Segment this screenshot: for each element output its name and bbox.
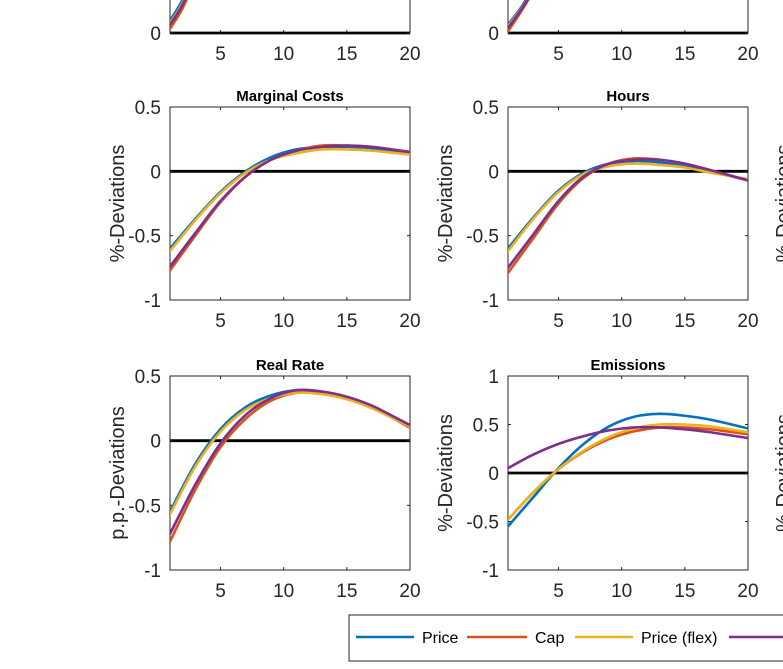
series-line-4: [508, 157, 748, 270]
panel-8: %-Deviations: [773, 414, 783, 532]
panel-title: Marginal Costs: [236, 88, 344, 105]
x-tick-label: 5: [215, 44, 226, 65]
axes-box: [507, 106, 749, 301]
x-tick-label: 15: [336, 44, 357, 65]
series-group: [170, 143, 410, 272]
series-group: [170, 388, 410, 543]
x-tick-label: 15: [674, 581, 695, 602]
series-line-4: [170, 0, 187, 26]
y-tick-label: 0: [150, 432, 161, 453]
x-tick-label: 20: [399, 311, 420, 332]
x-tick-label: 5: [215, 581, 226, 602]
series-line-3: [170, 147, 410, 253]
panel-7: %-Deviations: [773, 145, 783, 263]
y-axis-label: %-Deviations: [107, 145, 129, 263]
x-tick-label: 20: [737, 581, 758, 602]
series-group: [508, 156, 748, 275]
legend-label-2: Cap: [535, 630, 564, 647]
y-axis-label: p.p.-Deviations: [107, 406, 129, 539]
x-tick-label: 20: [399, 44, 420, 65]
legend-label-3: Price (flex): [641, 630, 717, 647]
x-tick-label: 20: [737, 311, 758, 332]
series-line-1: [508, 412, 748, 528]
y-axis-label: %-Deviations: [773, 414, 783, 532]
legend: Price Cap Price (flex): [348, 614, 783, 662]
x-tick-label: 5: [553, 581, 564, 602]
panel-3: 5 10 15 20 -1 -0.5 0 0.5 Marginal Costs %-Deviati…: [107, 88, 421, 332]
y-tick-label: -1: [482, 561, 499, 582]
y-tick-label: -1: [482, 291, 499, 312]
panel-5: 5 10 15 20 -1 -0.5 0 0.5 Real Rate p.p.-Deviation…: [107, 357, 421, 602]
x-tick-label: 10: [611, 44, 632, 65]
series-line-2: [508, 156, 748, 275]
series-line-3: [508, 162, 748, 253]
y-tick-label: 0: [488, 162, 499, 183]
axes-box: [169, 0, 411, 34]
y-tick-label: -0.5: [466, 513, 499, 534]
y-tick-label: 0: [150, 24, 161, 45]
series-line-2: [508, 0, 530, 33]
y-axis-label: %-Deviations: [435, 414, 457, 532]
series-line-4: [508, 0, 529, 30]
y-tick-label: -0.5: [128, 227, 161, 248]
x-tick-label: 15: [336, 581, 357, 602]
x-tick-label: 10: [273, 44, 294, 65]
panel-4: 5 10 15 20 -1 -0.5 0 0.5 Hours %-Deviations: [435, 88, 759, 332]
legend-box: [348, 614, 783, 662]
y-tick-label: 0.5: [135, 98, 161, 119]
x-tick-label: 10: [611, 311, 632, 332]
y-tick-label: 1: [488, 367, 499, 388]
y-tick-label: 0: [150, 162, 161, 183]
series-line-2: [170, 0, 188, 31]
y-tick-label: -0.5: [128, 496, 161, 517]
axes-box: [169, 106, 411, 301]
x-tick-label: 15: [336, 311, 357, 332]
y-tick-label: 0.5: [473, 416, 499, 437]
series-group: [508, 412, 748, 528]
axes-box: [169, 375, 411, 571]
y-tick-label: 0.5: [473, 98, 499, 119]
y-axis-label: %-Deviations: [773, 145, 783, 263]
x-tick-label: 5: [215, 311, 226, 332]
y-tick-label: 0.5: [135, 367, 161, 388]
y-tick-label: -1: [144, 561, 161, 582]
panel-2: 5 10 15 20 0: [488, 0, 759, 65]
series-line-3: [170, 391, 410, 516]
x-tick-label: 20: [737, 44, 758, 65]
x-tick-label: 5: [553, 44, 564, 65]
legend-label-1: Price: [422, 630, 459, 647]
x-tick-label: 20: [399, 581, 420, 602]
series-line-1: [170, 145, 410, 250]
y-tick-label: -1: [144, 291, 161, 312]
panel-1: 5 10 15 20 0: [150, 0, 421, 65]
series-line-3: [508, 422, 748, 521]
x-tick-label: 10: [273, 311, 294, 332]
y-tick-label: -0.5: [466, 227, 499, 248]
series-line-4: [170, 388, 410, 536]
y-tick-label: 0: [488, 24, 499, 45]
series-line-4: [508, 425, 748, 470]
panel-title: Hours: [606, 88, 649, 105]
panel-title: Real Rate: [256, 357, 324, 374]
x-tick-label: 15: [674, 44, 695, 65]
series-group: [170, 0, 188, 31]
legend-items: Price Cap Price (flex): [356, 630, 783, 647]
panel-title: Emissions: [590, 357, 665, 374]
x-tick-label: 5: [553, 311, 564, 332]
x-tick-label: 15: [674, 311, 695, 332]
x-tick-label: 10: [273, 581, 294, 602]
series-line-1: [170, 0, 184, 22]
panel-6: 5 10 15 20 -1 -0.5 0 0.5 1 Emissions %-Deviations: [435, 357, 759, 602]
axes-box: [507, 0, 749, 34]
series-group: [508, 0, 530, 33]
x-tick-label: 10: [611, 581, 632, 602]
y-axis-label: %-Deviations: [435, 145, 457, 263]
y-tick-label: 0: [488, 464, 499, 485]
series-line-4: [170, 144, 410, 268]
